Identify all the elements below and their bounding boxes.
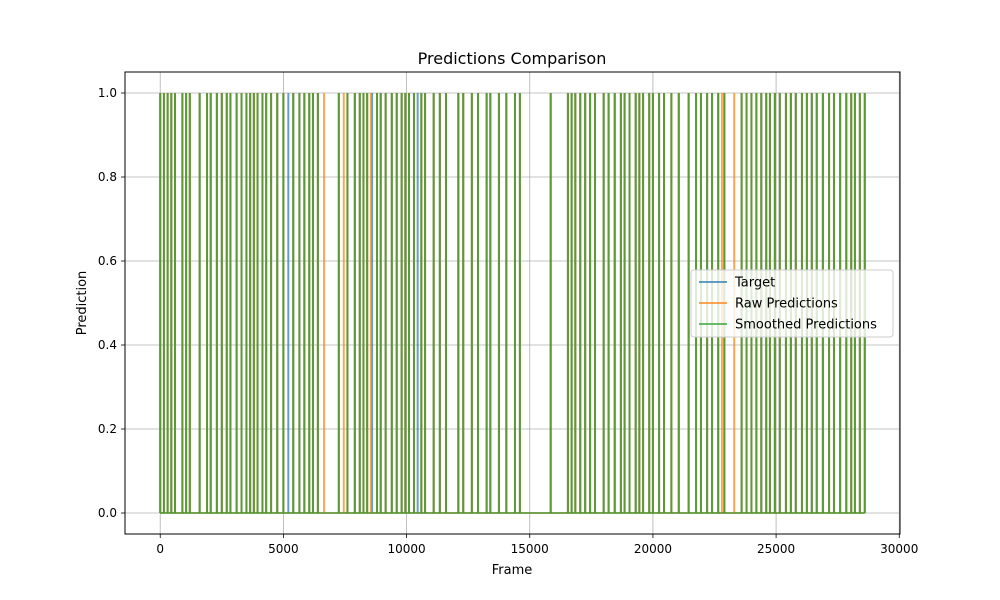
x-tick-label: 30000 [880,542,918,556]
x-tick-label: 10000 [387,542,425,556]
legend-label: Smoothed Predictions [735,318,877,333]
y-tick-label: 0.4 [98,338,117,352]
x-tick-label: 25000 [757,542,795,556]
y-tick-label: 1.0 [98,86,117,100]
y-tick-label: 0.6 [98,254,117,268]
x-axis: 0 5000 10000 15000 20000 25000 30000 [156,534,918,556]
chart-title: Predictions Comparison [418,49,607,68]
x-axis-label: Frame [492,563,533,578]
x-tick-label: 0 [156,542,164,556]
y-tick-label: 0.2 [98,422,117,436]
legend-label: Target [734,276,775,291]
legend-label: Raw Predictions [735,297,838,312]
y-tick-label: 0.8 [98,170,117,184]
x-tick-label: 5000 [268,542,299,556]
x-tick-label: 20000 [634,542,672,556]
x-tick-label: 15000 [511,542,549,556]
y-axis-label: Prediction [75,271,90,336]
series-layer [159,93,866,514]
y-axis: 0.0 0.2 0.4 0.6 0.8 1.0 [98,86,125,520]
plot-frame [124,71,901,535]
legend: Target Raw Predictions Smoothed Prediction… [690,269,894,338]
y-tick-label: 0.0 [98,506,117,520]
legend-box [690,269,894,338]
